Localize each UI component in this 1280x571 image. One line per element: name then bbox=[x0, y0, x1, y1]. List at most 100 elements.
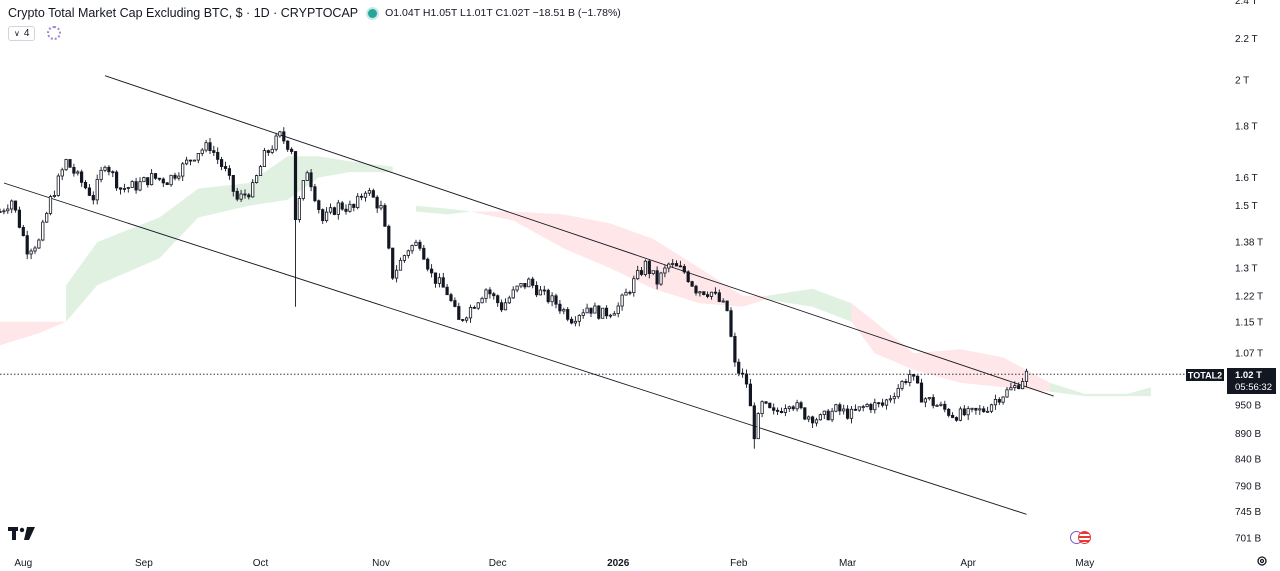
change-value: −18.51 B (−1.78%) bbox=[532, 7, 621, 19]
candle-body bbox=[328, 207, 333, 213]
candle-body bbox=[620, 294, 624, 307]
candle-body bbox=[558, 303, 562, 312]
candle bbox=[702, 291, 706, 296]
candle bbox=[118, 187, 123, 195]
candle-body bbox=[83, 181, 88, 189]
cloud-segment-bull-1 bbox=[66, 156, 393, 322]
candle-body bbox=[313, 186, 317, 202]
candle-body bbox=[993, 398, 998, 406]
candle bbox=[729, 307, 733, 338]
candle-body bbox=[371, 190, 375, 198]
candle bbox=[200, 148, 204, 157]
candle bbox=[966, 406, 970, 420]
candle bbox=[91, 191, 95, 205]
candle-body bbox=[161, 178, 165, 184]
candle bbox=[686, 270, 690, 283]
candle-body bbox=[542, 289, 546, 292]
candle bbox=[72, 163, 76, 177]
candle bbox=[764, 401, 768, 405]
last-price-tag: TOTAL2 1.02 T 05:56:32 bbox=[1186, 368, 1276, 394]
channel-line-lower bbox=[3, 182, 1027, 515]
time-axis[interactable]: Aug Sep Oct Nov Dec 2026 Feb Mar Apr May bbox=[14, 558, 1094, 569]
indicator-count: 4 bbox=[23, 27, 30, 39]
candle bbox=[881, 398, 885, 408]
candle-body bbox=[519, 282, 523, 287]
symbol-title[interactable]: Crypto Total Market Cap Excluding BTC, $… bbox=[8, 6, 359, 20]
candle bbox=[375, 195, 379, 213]
candle bbox=[328, 203, 333, 215]
candle bbox=[484, 288, 488, 303]
candle bbox=[589, 307, 593, 318]
candle bbox=[441, 272, 445, 288]
x-tick-label: Oct bbox=[253, 558, 269, 569]
candle bbox=[814, 417, 819, 427]
candle bbox=[853, 404, 858, 411]
candle bbox=[208, 138, 212, 154]
candle-body bbox=[779, 410, 784, 413]
x-tick-label: 2026 bbox=[607, 558, 630, 569]
candle bbox=[896, 384, 900, 399]
candle-body bbox=[1017, 385, 1021, 390]
candle-body bbox=[628, 291, 632, 294]
event-icons bbox=[1070, 531, 1091, 544]
price-axis[interactable]: 2.4 T 2.2 T 2 T 1.8 T 1.6 T 1.5 T 1.38 T 1.3 T 1… bbox=[1235, 0, 1263, 545]
candle bbox=[274, 132, 278, 152]
market-status-icon bbox=[368, 8, 378, 18]
candle bbox=[488, 287, 492, 299]
candle-body bbox=[756, 413, 760, 440]
candle bbox=[986, 406, 990, 413]
candle bbox=[744, 369, 749, 388]
candle bbox=[165, 182, 169, 186]
candle bbox=[877, 402, 881, 408]
candle bbox=[169, 174, 173, 187]
candle bbox=[951, 412, 955, 419]
candle bbox=[122, 183, 126, 193]
candle bbox=[499, 299, 504, 313]
candle-body bbox=[2, 210, 6, 213]
gear-icon[interactable] bbox=[1256, 555, 1268, 567]
candle-body bbox=[834, 404, 838, 412]
candle-body bbox=[247, 194, 251, 198]
low-value: L1.01T bbox=[460, 7, 493, 19]
candle-body bbox=[682, 265, 686, 273]
candle bbox=[752, 402, 756, 449]
candle-body bbox=[387, 225, 391, 249]
candle bbox=[321, 208, 325, 224]
candle-body bbox=[725, 300, 729, 312]
candle-body bbox=[546, 289, 550, 303]
candle bbox=[297, 196, 302, 223]
candle bbox=[791, 405, 795, 411]
candle bbox=[379, 200, 383, 211]
tradingview-logo[interactable] bbox=[8, 526, 36, 545]
candle bbox=[480, 296, 484, 304]
candle bbox=[231, 174, 235, 197]
candle bbox=[531, 276, 535, 289]
candle-body bbox=[663, 267, 667, 274]
candle bbox=[313, 183, 317, 203]
candle bbox=[25, 230, 29, 260]
candle bbox=[476, 302, 480, 310]
candle-body bbox=[235, 190, 239, 200]
candle bbox=[153, 173, 158, 180]
candle-body bbox=[702, 291, 706, 296]
candle-body bbox=[694, 285, 698, 294]
candle-body bbox=[332, 207, 337, 215]
candle-body bbox=[41, 221, 45, 241]
chevron-down-icon: ∨ bbox=[14, 28, 20, 38]
candle-body bbox=[45, 212, 49, 223]
candle bbox=[795, 399, 799, 412]
candle-body bbox=[398, 259, 403, 271]
indicator-toggle-button[interactable]: ∨ 4 bbox=[8, 25, 36, 41]
candle bbox=[1017, 382, 1021, 390]
us-flag-event-icon[interactable] bbox=[1078, 531, 1091, 544]
candle bbox=[892, 392, 896, 404]
candle-body bbox=[379, 205, 383, 209]
candle-body bbox=[80, 171, 84, 183]
candle-body bbox=[958, 408, 963, 421]
candle-body bbox=[857, 406, 861, 411]
candle bbox=[550, 292, 554, 307]
candle-body bbox=[115, 171, 119, 189]
candle-body bbox=[453, 300, 457, 307]
candle-body bbox=[422, 247, 426, 260]
